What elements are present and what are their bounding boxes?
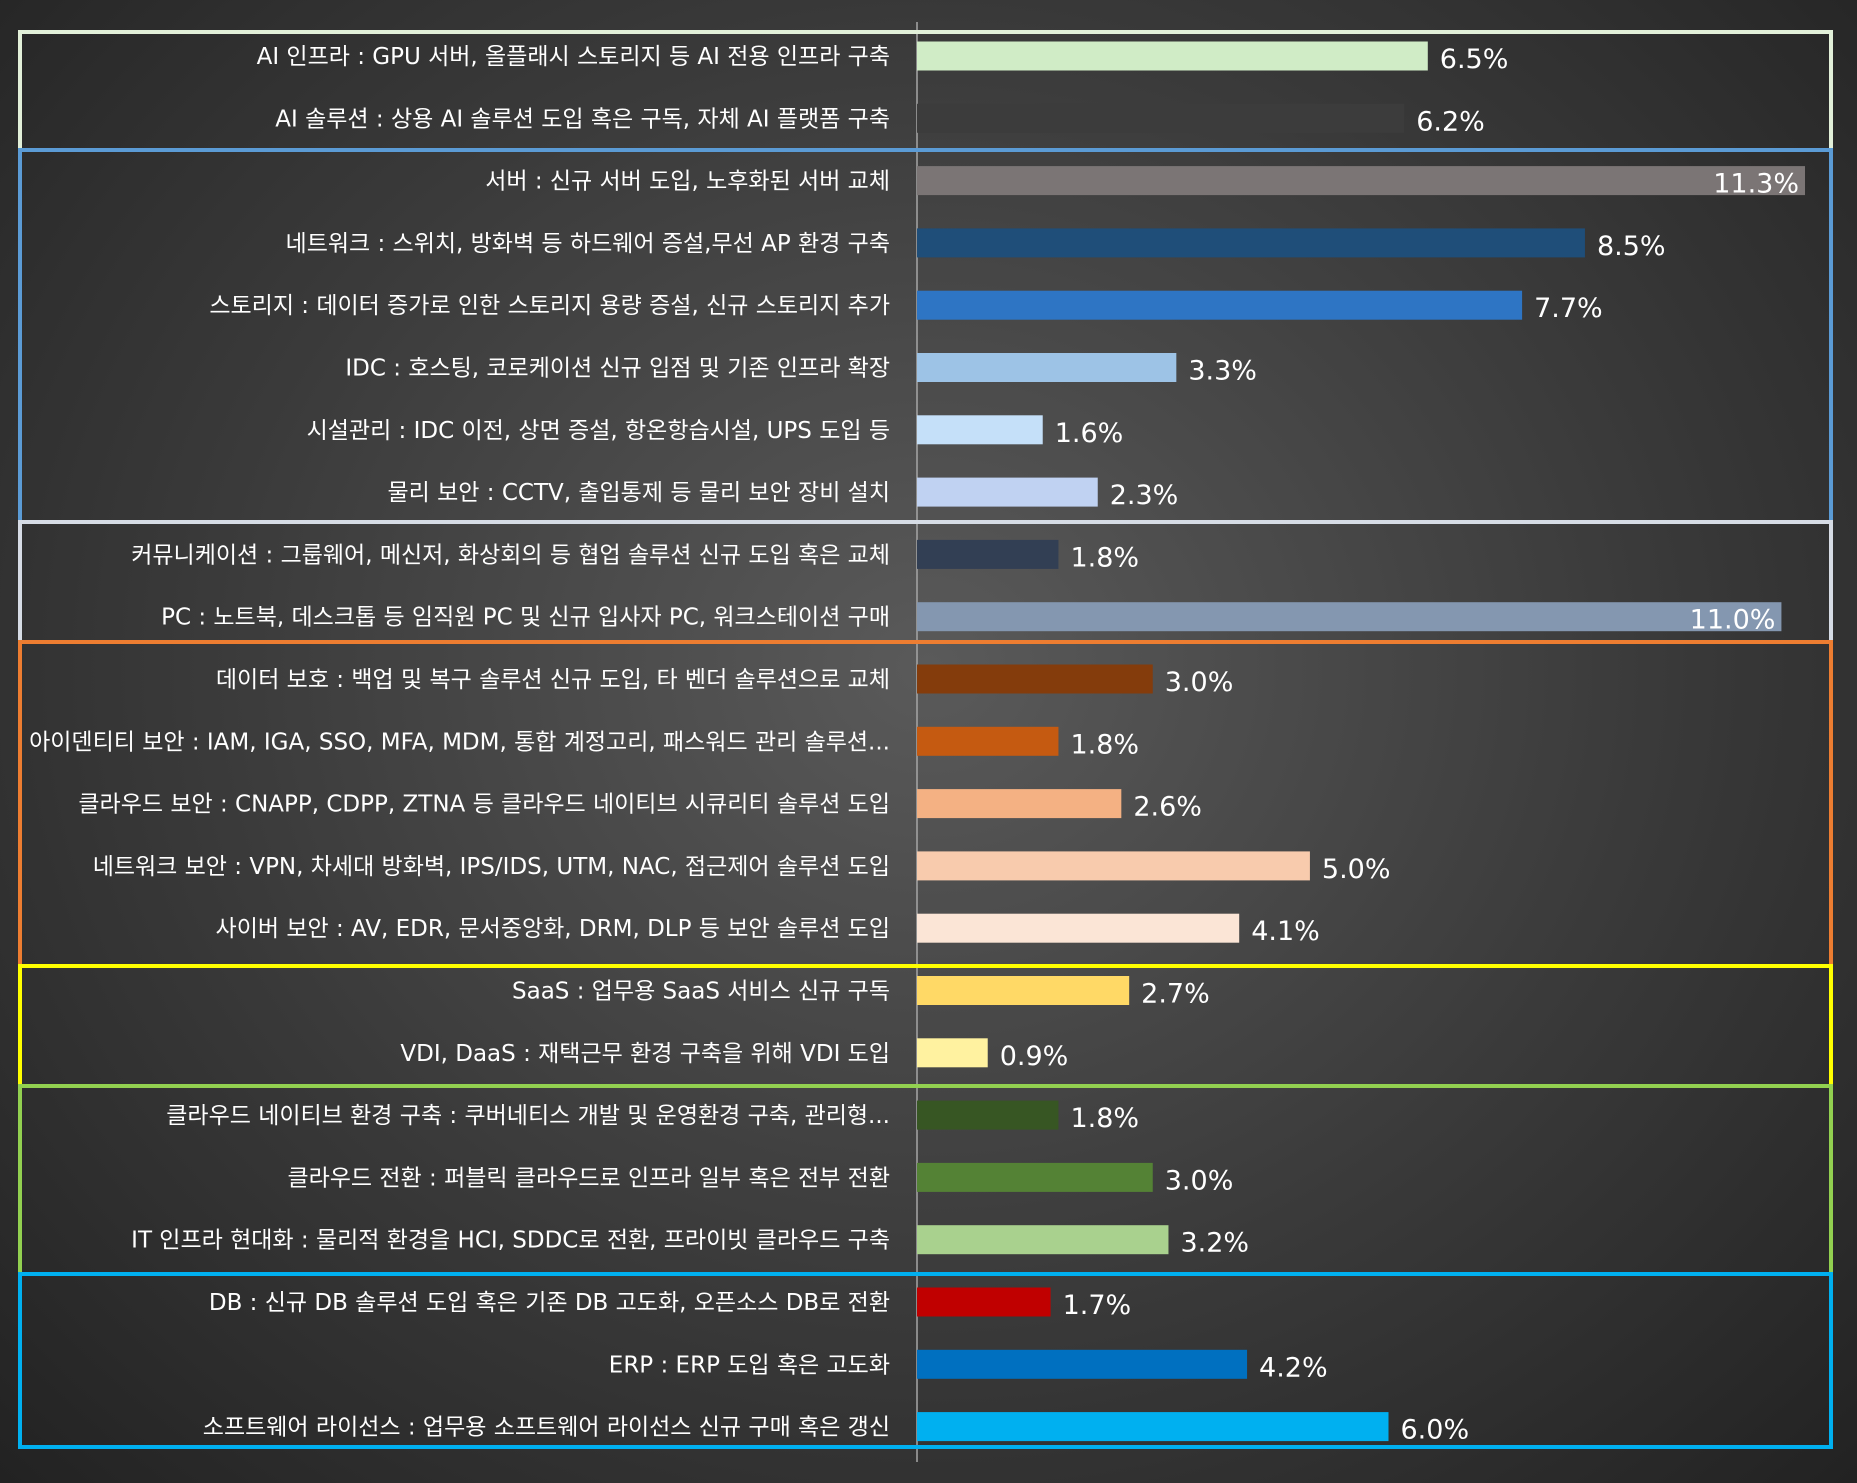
category-label: 물리 보안 : CCTV, 출입통제 등 물리 보안 장비 설치 (388, 480, 890, 506)
bar (917, 1287, 1051, 1317)
category-label: 클라우드 보안 : CNAPP, CDPP, ZTNA 등 클라우드 네이티브 … (78, 792, 890, 818)
data-label: 1.8% (1070, 729, 1139, 760)
category-label: PC : 노트북, 데스크톱 등 임직원 PC 및 신규 입사자 PC, 워크스… (161, 605, 890, 631)
category-label: 사이버 보안 : AV, EDR, 문서중앙화, DRM, DLP 등 보안 솔… (216, 916, 890, 942)
group-frame (18, 148, 1833, 524)
data-label: 6.2% (1416, 106, 1485, 137)
category-label: IT 인프라 현대화 : 물리적 환경을 HCI, SDDC로 전환, 프라이빗… (131, 1228, 890, 1254)
data-label: 4.1% (1251, 916, 1320, 947)
bar (917, 789, 1122, 819)
bar (917, 1349, 1248, 1379)
category-label: 데이터 보호 : 백업 및 복구 솔루션 신규 도입, 타 벤더 솔루션으로 교… (216, 667, 890, 693)
data-label: 6.0% (1401, 1415, 1470, 1446)
category-label: 아이덴티티 보안 : IAM, IGA, SSO, MFA, MDM, 통합 계… (29, 729, 890, 755)
data-label: 1.6% (1055, 418, 1124, 449)
category-label: VDI, DaaS : 재택근무 환경 구축을 위해 VDI 도입 (400, 1041, 890, 1067)
data-label: 0.9% (1000, 1041, 1069, 1072)
data-label: 3.0% (1165, 667, 1234, 698)
data-label: 2.7% (1141, 979, 1210, 1010)
data-label: 1.8% (1070, 542, 1139, 573)
data-label: 8.5% (1597, 231, 1666, 262)
bar (917, 664, 1153, 694)
bar (917, 415, 1043, 445)
bar (917, 228, 1585, 258)
category-label: AI 인프라 : GPU 서버, 올플래시 스토리지 등 AI 전용 인프라 구… (257, 44, 890, 70)
category-label: AI 솔루션 : 상용 AI 솔루션 도입 혹은 구독, 자체 AI 플랫폼 구… (275, 106, 890, 132)
bar (917, 41, 1428, 71)
bar (917, 1038, 988, 1068)
category-label: DB : 신규 DB 솔루션 도입 혹은 기존 DB 고도화, 오픈소스 DB로… (209, 1290, 890, 1316)
category-label: 소프트웨어 라이선스 : 업무용 소프트웨어 라이선스 신규 구매 혹은 갱신 (203, 1415, 890, 1441)
bar (917, 1100, 1059, 1130)
category-label: 네트워크 : 스위치, 방화벽 등 하드웨어 증설,무선 AP 환경 구축 (286, 231, 890, 257)
category-label: 클라우드 전환 : 퍼블릭 클라우드로 인프라 일부 혹은 전부 전환 (287, 1165, 890, 1191)
bar (917, 166, 1805, 196)
category-label: ERP : ERP 도입 혹은 고도화 (609, 1352, 890, 1378)
group-frame (18, 1272, 1833, 1449)
data-label: 4.2% (1259, 1352, 1328, 1383)
bar (917, 290, 1523, 320)
data-label: 1.7% (1063, 1290, 1132, 1321)
bar (917, 477, 1098, 507)
category-label: 서버 : 신규 서버 도입, 노후화된 서버 교체 (485, 169, 890, 195)
bar (917, 602, 1782, 632)
data-label: 11.0% (1690, 605, 1776, 636)
category-label: 시설관리 : IDC 이전, 상면 증설, 항온항습시설, UPS 도입 등 (307, 418, 890, 444)
data-label: 5.0% (1322, 854, 1391, 885)
data-label: 3.0% (1165, 1165, 1234, 1196)
bar (917, 103, 1405, 133)
category-label: 커뮤니케이션 : 그룹웨어, 메신저, 화상회의 등 협업 솔루션 신규 도입 … (131, 542, 890, 568)
data-label: 2.3% (1110, 480, 1179, 511)
data-label: 3.3% (1188, 356, 1257, 387)
bar (917, 539, 1059, 569)
data-label: 7.7% (1534, 293, 1603, 324)
bar (917, 726, 1059, 756)
category-label: SaaS : 업무용 SaaS 서비스 신규 구독 (512, 979, 890, 1005)
data-label: 3.2% (1180, 1228, 1249, 1259)
bar (917, 851, 1310, 881)
data-label: 6.5% (1440, 44, 1509, 75)
bar (917, 1162, 1153, 1192)
category-label: 클라우드 네이티브 환경 구축 : 쿠버네티스 개발 및 운영환경 구축, 관리… (166, 1103, 890, 1129)
data-label: 2.6% (1133, 792, 1202, 823)
category-label: IDC : 호스팅, 코로케이션 신규 입점 및 기존 인프라 확장 (345, 356, 890, 382)
category-label: 네트워크 보안 : VPN, 차세대 방화벽, IPS/IDS, UTM, NA… (93, 854, 890, 880)
bar (917, 976, 1130, 1005)
bar (917, 1225, 1169, 1255)
category-label: 스토리지 : 데이터 증가로 인한 스토리지 용량 증설, 신규 스토리지 추가 (209, 293, 890, 319)
bar (917, 1412, 1389, 1442)
data-label: 11.3% (1713, 169, 1799, 200)
bar (917, 353, 1177, 382)
bar (917, 913, 1240, 943)
data-label: 1.8% (1070, 1103, 1139, 1134)
